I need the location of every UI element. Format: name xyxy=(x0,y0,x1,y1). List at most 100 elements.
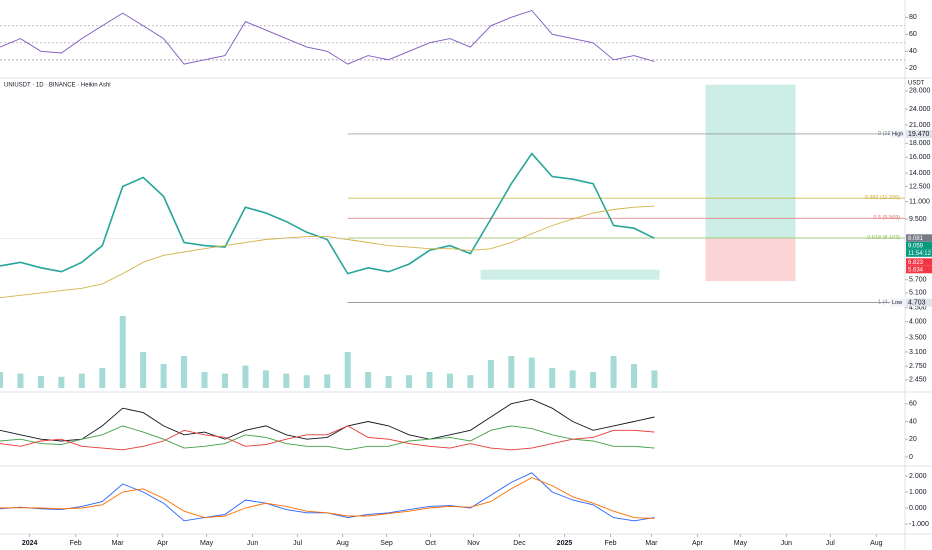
volume-bar xyxy=(610,356,617,388)
volume-bar xyxy=(201,372,208,388)
x-tick-label: May xyxy=(734,540,748,547)
x-tick-label: Apr xyxy=(157,540,169,547)
y-tick-label: 24.000 xyxy=(909,106,931,113)
y-tick-label: 5.100 xyxy=(909,290,927,297)
fib-label: 1 (4. xyxy=(878,299,889,305)
price-badge-label: 11:54:12 xyxy=(908,251,932,257)
fib-tag: High xyxy=(892,131,903,137)
x-tick-label: Aug xyxy=(870,540,883,547)
x-tick-label: Jun xyxy=(247,540,258,547)
y-tick-label: 0.000 xyxy=(909,505,927,512)
price-badge xyxy=(906,241,932,250)
y-tick-label: -1.000 xyxy=(909,521,929,528)
price-badge-label: 6.823 xyxy=(908,260,924,266)
fib-tag: Low xyxy=(892,300,902,306)
volume-bar xyxy=(303,375,310,388)
y-tick-label: 4.000 xyxy=(909,319,927,326)
volume-bar xyxy=(99,368,106,388)
y-tick-label: 2.750 xyxy=(909,363,927,370)
volume-bar xyxy=(446,373,453,388)
fib-label: 0 (19. xyxy=(878,131,893,137)
y-tick-label: 9.500 xyxy=(909,216,927,223)
y-tick-label: 1.000 xyxy=(909,489,927,496)
axis-badge xyxy=(906,129,932,138)
y-tick-label: 60 xyxy=(909,401,917,408)
currency: USDT xyxy=(908,81,925,87)
volume-bar xyxy=(242,365,249,388)
x-tick-label: Mar xyxy=(645,540,658,547)
volume-bar xyxy=(406,375,413,388)
series-line xyxy=(0,425,655,451)
y-tick-label: 18.000 xyxy=(909,140,931,147)
price-badge-label: 9.059 xyxy=(908,243,924,249)
x-tick-label: Mar xyxy=(112,540,125,547)
y-tick-label: 14.000 xyxy=(909,170,931,177)
fib-label: 0.5 (9.569) xyxy=(873,215,900,221)
volume-bar xyxy=(78,373,85,388)
price-badge xyxy=(906,258,932,266)
y-tick-label: 4.500 xyxy=(909,305,927,312)
price-badge xyxy=(906,249,932,257)
volume-bar xyxy=(17,373,24,388)
series-line xyxy=(0,9,655,65)
y-tick-label: 12.500 xyxy=(909,183,931,190)
demand-zone xyxy=(480,269,660,280)
tag-bg xyxy=(890,129,905,138)
volume-bar xyxy=(58,376,65,388)
price-badge xyxy=(906,265,932,274)
x-tick-label: Feb xyxy=(70,540,82,547)
price-badge-label: 8.081 xyxy=(908,236,924,242)
volume-bar xyxy=(283,373,290,388)
y-tick-label: 80 xyxy=(909,14,917,21)
volume-bar xyxy=(0,372,3,388)
volume-bar xyxy=(528,357,535,388)
volume-bar xyxy=(631,364,638,388)
volume-bar xyxy=(569,370,576,388)
y-tick-label: 2.450 xyxy=(909,377,927,384)
y-tick-label: 40 xyxy=(909,418,917,425)
volume-bar xyxy=(37,376,44,388)
volume-bar xyxy=(221,373,228,388)
y-tick-label: 5.700 xyxy=(909,277,927,284)
series-line xyxy=(0,398,655,442)
volume-bar xyxy=(324,374,331,388)
x-tick-label: Dec xyxy=(513,540,526,547)
x-tick-label: Nov xyxy=(467,540,480,547)
x-tick-label: 2025 xyxy=(557,540,573,547)
volume-bar xyxy=(590,372,597,388)
price-badge xyxy=(906,234,932,242)
x-tick-label: Apr xyxy=(692,540,704,547)
x-tick-label: Oct xyxy=(425,540,436,547)
x-tick-label: Jul xyxy=(826,540,835,547)
volume-bar xyxy=(262,370,269,388)
y-tick-label: 0 xyxy=(909,454,913,461)
y-tick-label: 28.000 xyxy=(909,88,931,95)
volume-bar xyxy=(365,372,372,388)
y-tick-label: 11.000 xyxy=(909,199,930,206)
volume-bar xyxy=(508,356,515,388)
series-line xyxy=(0,425,655,451)
target-zone xyxy=(705,84,796,239)
symbol-title: UNIUSDT · 1D · BINANCE · Heikin Ashi xyxy=(4,83,111,89)
series-line xyxy=(0,152,655,275)
volume-bar xyxy=(467,375,474,388)
x-tick-label: Jul xyxy=(293,540,302,547)
x-tick-label: Sep xyxy=(380,540,393,547)
volume-bar xyxy=(385,376,392,388)
volume-bar xyxy=(549,368,556,388)
y-tick-label: 3.500 xyxy=(909,334,927,341)
volume-bar xyxy=(344,352,351,388)
y-tick-label: 20 xyxy=(909,65,917,72)
y-tick-label: 60 xyxy=(909,31,917,38)
x-tick-label: May xyxy=(200,540,214,547)
volume-bar xyxy=(651,370,658,388)
volume-bar xyxy=(181,356,188,388)
volume-bar xyxy=(119,316,126,388)
y-tick-label: 40 xyxy=(909,48,917,55)
volume-bar xyxy=(140,352,147,388)
volume-bar xyxy=(160,364,167,388)
series-line xyxy=(0,477,655,519)
tag-bg xyxy=(890,298,905,307)
axis-label: 19.470 xyxy=(908,131,930,138)
